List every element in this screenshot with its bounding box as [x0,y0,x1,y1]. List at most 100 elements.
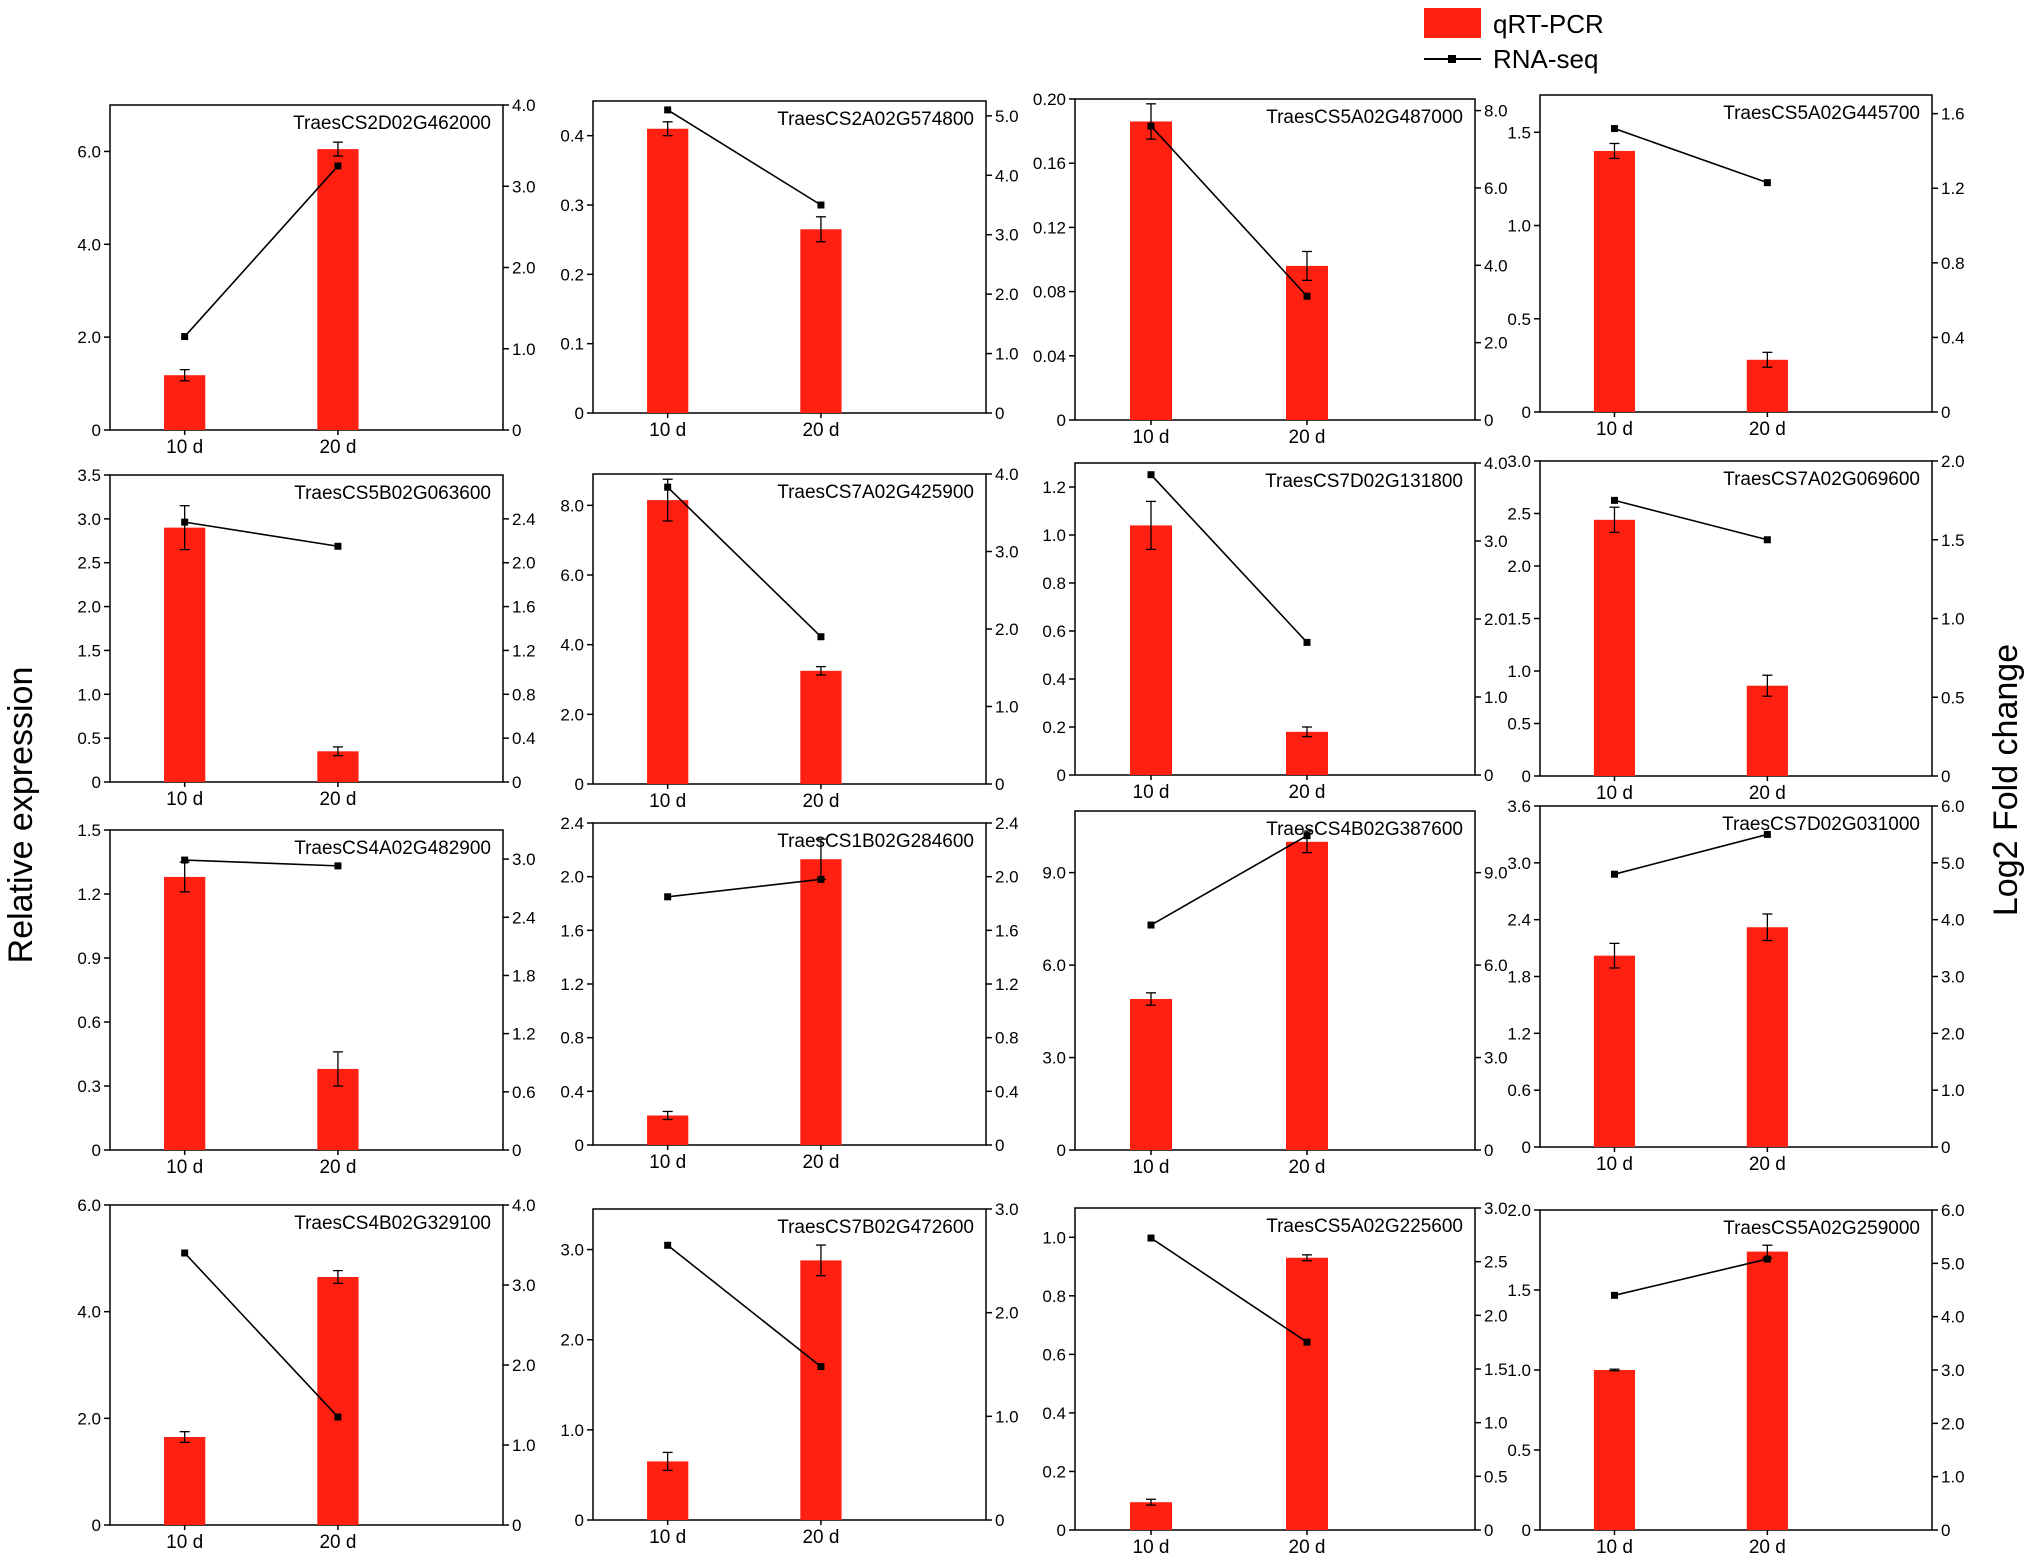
right-tick-label: 1.2 [1941,179,1965,198]
right-tick-label: 1.5 [1484,1360,1508,1379]
legend-bar-label: qRT-PCR [1493,9,1604,39]
right-tick-label: 0 [995,775,1004,794]
left-tick-label: 1.5 [1507,1281,1531,1300]
right-tick-label: 1.2 [995,975,1019,994]
category-label: 10 d [1596,1154,1633,1175]
right-tick-label: 3.0 [512,1276,536,1295]
rnaseq-line [667,109,822,206]
legend-line-marker [1448,55,1456,63]
left-tick-label: 2.0 [560,1331,584,1350]
bar-10d [1130,998,1172,1150]
chart-panel-4: 0 0.5 1.0 1.5 0 0.4 0.8 1.2 1.6 10 d 20 d TraesCS5A… [1507,94,1965,440]
left-tick-label: 0 [92,421,101,440]
right-tick-label: 0 [512,1516,521,1535]
left-tick-label: 1.0 [1042,1228,1066,1247]
gene-title: TraesCS5A02G259000 [1723,1218,1920,1239]
left-tick-label: 3.5 [77,466,101,485]
rnaseq-line [1150,125,1308,297]
gene-title: TraesCS4B02G387600 [1266,819,1463,840]
right-tick-label: 1.0 [1941,1081,1965,1100]
category-label: 20 d [319,789,356,810]
rnaseq-point-20d [1303,832,1311,840]
bar-20d [800,229,842,413]
left-tick-label: 0 [575,1136,584,1155]
right-tick-label: 6.0 [1941,797,1965,816]
rnaseq-point-20d [334,162,342,170]
rnaseq-line [184,165,339,338]
rnaseq-point-20d [817,633,825,641]
gene-title: TraesCS7A02G425900 [777,482,974,503]
left-tick-label: 4.0 [77,235,101,254]
plot-frame [592,1208,987,1521]
left-tick-label: 0 [92,1516,101,1535]
left-tick-label: 0 [1057,411,1066,430]
category-label: 10 d [649,791,686,812]
chart-panel-15: 0 0.2 0.4 0.6 0.8 1.0 0 0.5 1.0 1.5 2.0 2.5 3.0 10 d 2… [1042,1199,1507,1553]
right-tick-label: 3.0 [512,177,536,196]
rnaseq-point-20d [1763,1255,1771,1263]
left-tick-label: 0 [1522,1521,1531,1540]
category-label: 10 d [166,1157,203,1178]
bar-20d [800,670,842,784]
bar-10d [164,1437,206,1525]
category-label: 10 d [166,437,203,458]
bar-20d [800,859,842,1145]
chart-panel-10: 0 0.4 0.8 1.2 1.6 2.0 2.4 0 0.4 0.8 1.2 1.6 2.0 2.4 10… [560,814,1018,1173]
rnaseq-point-20d [817,201,825,209]
right-tick-label: 3.0 [1484,1199,1508,1218]
left-tick-label: 0.6 [1507,1081,1531,1100]
right-tick-label: 8.0 [1484,102,1508,121]
left-tick-label: 6.0 [560,566,584,585]
right-tick-label: 4.0 [1484,454,1508,473]
category-label: 20 d [319,1157,356,1178]
right-tick-label: 1.0 [995,698,1019,717]
right-tick-label: 2.0 [1484,1306,1508,1325]
rnaseq-point-10d [181,1249,189,1257]
left-tick-label: 0 [1057,1521,1066,1540]
chart-panels: 02.04.06.001.02.03.04.010 d 20 dTraesCS2D… [77,90,1964,1553]
bar-10d [1130,1502,1172,1530]
rnaseq-point-20d [334,542,342,550]
left-tick-label: 0 [1522,767,1531,786]
left-tick-label: 9.0 [1042,864,1066,883]
right-tick-label: 1.0 [1484,1414,1508,1433]
left-tick-label: 3.6 [1507,797,1531,816]
left-tick-label: 2.4 [1507,911,1531,930]
chart-panel-2: 0 0.1 0.2 0.3 0.4 0 1.0 2.0 3.0 4.0 5.0 10 d 20 d Tra… [560,100,1019,441]
right-tick-label: 2.0 [512,259,536,278]
rnaseq-point-10d [664,483,672,491]
rnaseq-line [1614,499,1768,541]
left-tick-label: 2.0 [77,328,101,347]
rnaseq-line [1614,833,1768,875]
left-tick-label: 1.2 [1042,478,1066,497]
bar-10d [1593,1370,1636,1530]
right-tick-label: 0 [1484,1521,1493,1540]
left-tick-label: 2.0 [77,1409,101,1428]
right-tick-label: 4.0 [995,166,1019,185]
rnaseq-point-10d [1610,1291,1618,1299]
right-tick-label: 2.5 [1484,1253,1508,1272]
left-tick-label: 0.4 [560,1082,584,1101]
right-tick-label: 1.0 [995,345,1019,364]
bar-10d [647,1461,689,1520]
category-label: 20 d [1749,419,1786,440]
right-tick-label: 2.0 [1941,452,1965,471]
category-label: 10 d [166,1532,203,1553]
right-tick-label: 1.0 [1484,688,1508,707]
right-tick-label: 1.0 [995,1407,1019,1426]
left-tick-label: 3.0 [1507,854,1531,873]
left-tick-label: 0.6 [1042,622,1066,641]
rnaseq-line [184,521,339,548]
rnaseq-point-10d [1147,471,1155,479]
left-tick-label: 2.5 [77,554,101,573]
chart-panel-9: 0 0.3 0.6 0.9 1.2 1.5 0 0.6 1.2 1.8 2.4 3.0 10 d 20 d… [77,821,535,1178]
right-tick-label: 2.0 [995,1304,1019,1323]
category-label: 20 d [1289,427,1326,448]
right-tick-label: 1.2 [512,641,536,660]
rnaseq-point-20d [1303,1338,1311,1346]
rnaseq-point-20d [1303,638,1311,646]
left-tick-label: 2.5 [1507,505,1531,524]
left-tick-label: 3.0 [1042,1049,1066,1068]
left-tick-label: 0.8 [560,1029,584,1048]
left-tick-label: 0.16 [1033,154,1066,173]
